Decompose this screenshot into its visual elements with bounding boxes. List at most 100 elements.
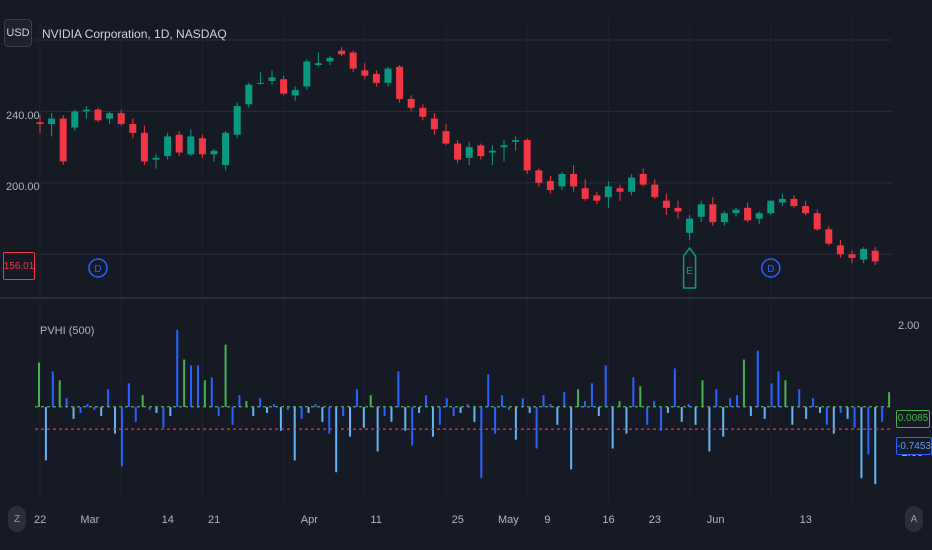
candle-body [280,79,288,94]
earnings-marker [682,246,697,289]
candle-body [222,132,230,165]
candle-body [732,209,740,214]
histogram-bar [314,404,317,407]
indicator-label[interactable]: PVHI (500) [40,325,95,337]
histogram-bar [618,401,621,407]
histogram-bar [798,389,801,407]
histogram-bar [349,407,352,437]
histogram-bar [680,407,683,422]
histogram-bar [342,407,345,416]
candle-body [488,150,496,153]
candle-body [871,250,879,262]
time-axis-label: Jun [706,514,725,526]
time-axis-label: 23 [648,514,662,526]
histogram-bar [217,407,220,416]
histogram-bar [452,407,455,416]
histogram-bar [210,377,213,407]
histogram-bar [300,407,303,419]
histogram-bar [653,401,656,407]
histogram-bar [860,407,863,479]
histogram-bar [839,407,842,413]
candle-body [848,254,856,258]
histogram-bar [355,389,358,407]
histogram-bar [666,407,669,413]
candle-body [396,66,404,99]
histogram-bar [646,407,649,425]
histogram-bar [577,389,580,407]
candle-body [860,248,868,260]
candle-body [570,173,578,187]
candle-body [407,98,415,108]
candle-body [778,198,786,203]
earnings-marker-letter: E [686,266,693,277]
histogram-bar [763,407,766,419]
histogram-bar [521,398,524,407]
candle-body [349,52,357,69]
histogram-bar [176,329,179,407]
histogram-bar [701,380,704,407]
histogram-bar [183,359,186,407]
histogram-bar [784,380,787,407]
candle-body [477,145,485,157]
currency-button[interactable]: USD [4,19,32,47]
candle-body [500,145,508,148]
symbol-title: NVIDIA Corporation, 1D, NASDAQ [42,27,227,41]
histogram-bar [169,407,172,416]
candle-body [454,143,462,160]
candle-body [523,140,531,171]
candle-body [674,207,682,212]
histogram-bar [507,407,510,410]
histogram-bar [383,407,386,416]
histogram-bar [777,371,780,407]
candle-body [175,134,183,153]
time-axis-label: May [498,514,519,526]
zoom-left-button[interactable]: Z [8,506,26,532]
candle-body [326,57,334,62]
histogram-bar [162,407,165,428]
dividend-marker [761,258,781,278]
histogram-bar [58,380,61,407]
histogram-bar [881,407,884,422]
candle-body [210,150,218,155]
time-axis-label: Mar [80,514,100,526]
histogram-bar [397,371,400,407]
candle-body [291,90,299,96]
candle-body [245,84,253,105]
candle-body [651,184,659,198]
time-axis-label: 14 [161,514,174,526]
candle-body [546,181,554,190]
candle-body [430,118,438,130]
candle-body [442,131,450,144]
histogram-bar [38,362,40,407]
histogram-bar [272,404,275,407]
histogram-bar [694,407,697,425]
histogram-bar [514,407,517,440]
histogram-bar [293,407,296,461]
candle-body [813,213,821,230]
histogram-bar [563,392,566,407]
histogram-bar [120,407,123,467]
candle-body [581,188,589,199]
histogram-bar [279,407,282,431]
candle-body [256,82,264,84]
histogram-bar [431,407,434,437]
dividend-marker-letter: D [94,264,101,275]
histogram-bar [307,407,310,413]
histogram-bar [853,407,856,428]
histogram-bar [494,407,497,434]
candle-body [628,177,636,192]
candle-body [720,213,728,223]
candle-body [338,50,346,55]
candle-body [465,147,473,158]
candle-body [604,186,612,198]
time-axis-label: 9 [544,514,551,526]
candle-body [384,68,392,83]
histogram-bar [660,407,663,431]
histogram-bar [722,407,725,437]
histogram-bar [715,389,718,407]
histogram-bar [107,389,110,407]
histogram-bar [238,395,241,407]
histogram-bar [812,398,815,407]
auto-scale-button[interactable]: A [905,506,923,532]
